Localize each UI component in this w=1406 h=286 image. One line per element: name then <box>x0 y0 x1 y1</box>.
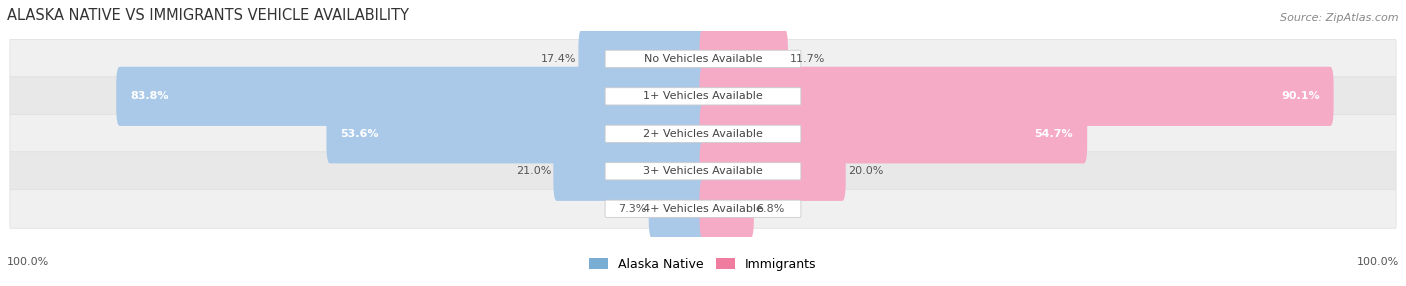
FancyBboxPatch shape <box>648 179 706 238</box>
FancyBboxPatch shape <box>605 50 801 67</box>
Text: 53.6%: 53.6% <box>340 129 378 139</box>
Text: Source: ZipAtlas.com: Source: ZipAtlas.com <box>1281 13 1399 23</box>
FancyBboxPatch shape <box>700 104 1087 163</box>
Text: No Vehicles Available: No Vehicles Available <box>644 54 762 64</box>
FancyBboxPatch shape <box>605 200 801 217</box>
Text: 17.4%: 17.4% <box>541 54 576 64</box>
Text: 21.0%: 21.0% <box>516 166 551 176</box>
FancyBboxPatch shape <box>326 104 706 163</box>
Text: 11.7%: 11.7% <box>790 54 825 64</box>
Text: ALASKA NATIVE VS IMMIGRANTS VEHICLE AVAILABILITY: ALASKA NATIVE VS IMMIGRANTS VEHICLE AVAI… <box>7 7 409 23</box>
Text: 4+ Vehicles Available: 4+ Vehicles Available <box>643 204 763 214</box>
FancyBboxPatch shape <box>605 163 801 180</box>
FancyBboxPatch shape <box>10 77 1396 116</box>
Text: 1+ Vehicles Available: 1+ Vehicles Available <box>643 91 763 101</box>
FancyBboxPatch shape <box>605 125 801 142</box>
FancyBboxPatch shape <box>10 152 1396 191</box>
FancyBboxPatch shape <box>117 67 706 126</box>
Text: 83.8%: 83.8% <box>131 91 169 101</box>
FancyBboxPatch shape <box>554 142 706 201</box>
Text: 2+ Vehicles Available: 2+ Vehicles Available <box>643 129 763 139</box>
FancyBboxPatch shape <box>700 29 787 88</box>
FancyBboxPatch shape <box>10 189 1396 228</box>
FancyBboxPatch shape <box>700 67 1334 126</box>
Text: 100.0%: 100.0% <box>7 257 49 267</box>
FancyBboxPatch shape <box>10 114 1396 153</box>
Text: 100.0%: 100.0% <box>1357 257 1399 267</box>
FancyBboxPatch shape <box>700 142 845 201</box>
Text: 6.8%: 6.8% <box>756 204 785 214</box>
Text: 20.0%: 20.0% <box>848 166 883 176</box>
FancyBboxPatch shape <box>578 29 706 88</box>
Text: 90.1%: 90.1% <box>1281 91 1320 101</box>
FancyBboxPatch shape <box>605 88 801 105</box>
Legend: Alaska Native, Immigrants: Alaska Native, Immigrants <box>585 253 821 276</box>
FancyBboxPatch shape <box>700 179 754 238</box>
Text: 7.3%: 7.3% <box>619 204 647 214</box>
Text: 54.7%: 54.7% <box>1035 129 1073 139</box>
FancyBboxPatch shape <box>10 39 1396 78</box>
Text: 3+ Vehicles Available: 3+ Vehicles Available <box>643 166 763 176</box>
